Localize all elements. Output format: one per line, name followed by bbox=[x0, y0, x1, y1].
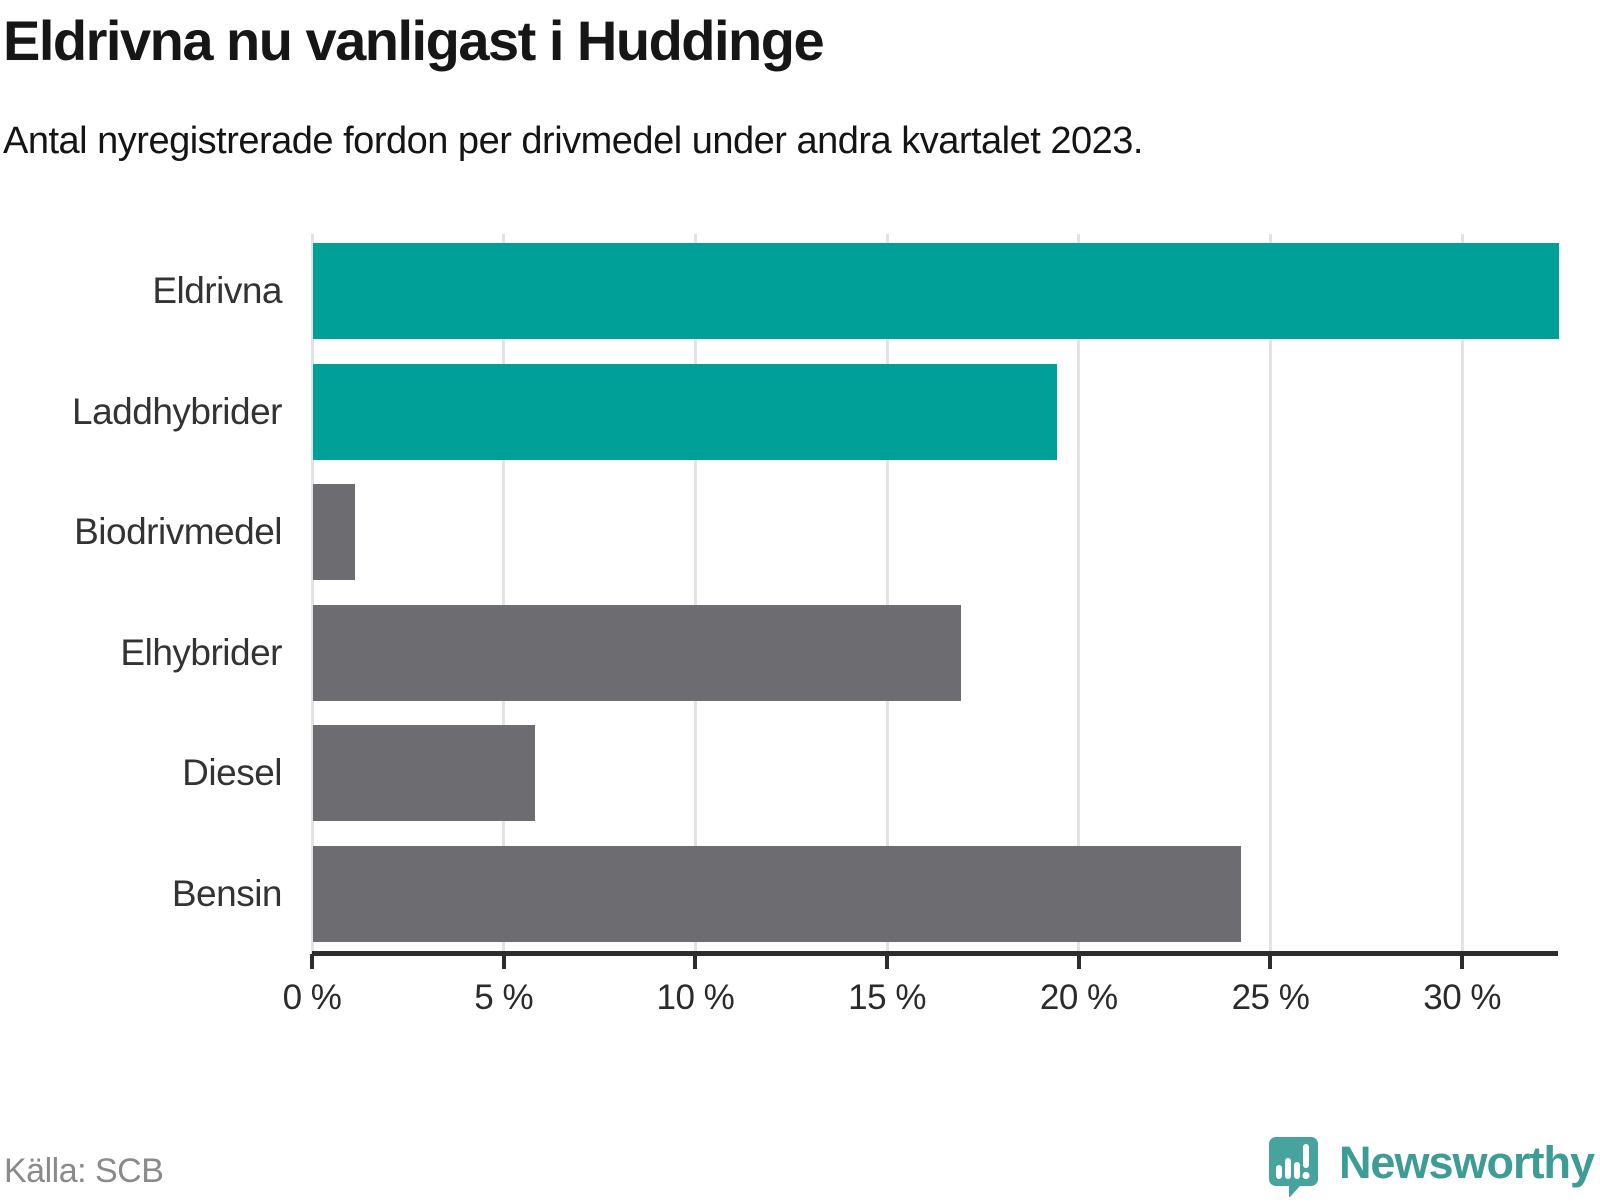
gridline-25 bbox=[1268, 234, 1272, 955]
page-title: Eldrivna nu vanligast i Huddinge bbox=[3, 9, 825, 72]
newsworthy-logo: Newsworthy bbox=[1268, 1136, 1595, 1203]
x-tick-0 bbox=[310, 954, 314, 969]
bar-laddhybrider bbox=[313, 363, 1057, 460]
gridline-5 bbox=[502, 234, 506, 955]
x-axis-line bbox=[312, 951, 1558, 956]
x-tick-label-0: 0 % bbox=[282, 978, 342, 1017]
bar-eldrivna bbox=[313, 243, 1559, 340]
gridline-20 bbox=[1077, 234, 1081, 955]
x-tick-30 bbox=[1460, 954, 1465, 969]
bar-biodrivmedel bbox=[313, 484, 356, 581]
category-label-biodrivmedel: Biodrivmedel bbox=[74, 511, 282, 553]
newsworthy-logo-icon bbox=[1268, 1136, 1319, 1203]
x-tick-label-20: 20 % bbox=[1039, 978, 1118, 1017]
x-tick-label-30: 30 % bbox=[1423, 978, 1502, 1017]
gridline-0 bbox=[310, 234, 314, 955]
x-tick-25 bbox=[1268, 954, 1273, 969]
x-tick-10 bbox=[693, 954, 698, 969]
bar-bensin bbox=[313, 845, 1241, 942]
x-tick-5 bbox=[501, 954, 506, 969]
category-label-diesel: Diesel bbox=[182, 752, 282, 794]
x-tick-15 bbox=[885, 954, 890, 969]
category-label-bensin: Bensin bbox=[171, 872, 283, 914]
bar-diesel bbox=[313, 725, 536, 822]
category-label-elhybrider: Elhybrider bbox=[120, 631, 282, 673]
gridline-15 bbox=[885, 234, 889, 955]
gridline-30 bbox=[1460, 234, 1464, 955]
gridline-10 bbox=[693, 234, 697, 955]
x-tick-label-25: 25 % bbox=[1231, 978, 1310, 1017]
category-label-eldrivna: Eldrivna bbox=[152, 270, 282, 312]
plot-area: 0 % 5 % 10 % 15 % 20 % 25 % 30 % bbox=[283, 232, 1559, 1017]
source-label: Källa: SCB bbox=[4, 1152, 164, 1190]
page-subtitle: Antal nyregistrerade fordon per drivmede… bbox=[3, 120, 1143, 162]
newsworthy-logo-text: Newsworthy bbox=[1338, 1137, 1595, 1188]
x-tick-label-10: 10 % bbox=[656, 978, 735, 1017]
x-tick-label-15: 15 % bbox=[848, 978, 926, 1017]
category-label-laddhybrider: Laddhybrider bbox=[72, 390, 282, 432]
bar-elhybrider bbox=[313, 604, 961, 701]
x-tick-label-5: 5 % bbox=[474, 978, 534, 1017]
x-tick-20 bbox=[1076, 954, 1081, 969]
